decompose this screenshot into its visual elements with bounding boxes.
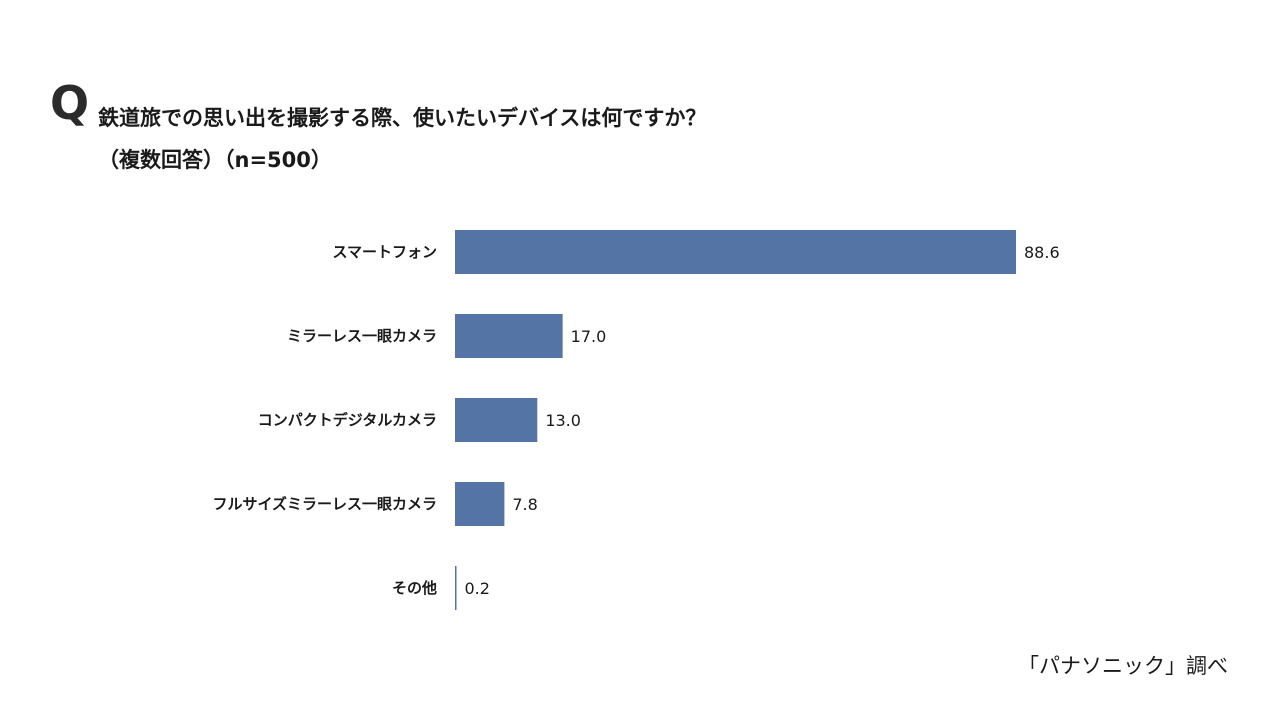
bar — [455, 566, 457, 610]
bar — [455, 230, 1016, 274]
category-label: ミラーレス一眼カメラ — [287, 327, 437, 345]
bar — [455, 398, 538, 442]
chart-title: 鉄道旅での思い出を撮影する際、使いたいデバイスは何ですか？ — [98, 106, 707, 130]
category-label: コンパクトデジタルカメラ — [258, 411, 437, 429]
value-label: 7.8 — [512, 495, 537, 514]
category-label: スマートフォン — [332, 243, 437, 261]
bar — [455, 314, 563, 358]
value-label: 13.0 — [545, 411, 581, 430]
value-label: 0.2 — [465, 579, 490, 598]
source-note: 「パナソニック」調べ — [1018, 654, 1228, 678]
value-label: 88.6 — [1024, 243, 1060, 262]
category-label: フルサイズミラーレス一眼カメラ — [212, 495, 437, 513]
bar — [455, 482, 505, 526]
value-label: 17.0 — [571, 327, 607, 346]
chart-bars: スマートフォン 88.6 ミラーレス一眼カメラ 17.0 コンパクトデジタルカメラ 13.… — [212, 230, 1060, 610]
chart-subtitle: （複数回答）（n=500） — [98, 148, 332, 172]
category-label: その他 — [392, 579, 437, 597]
question-mark: Q — [50, 76, 90, 130]
